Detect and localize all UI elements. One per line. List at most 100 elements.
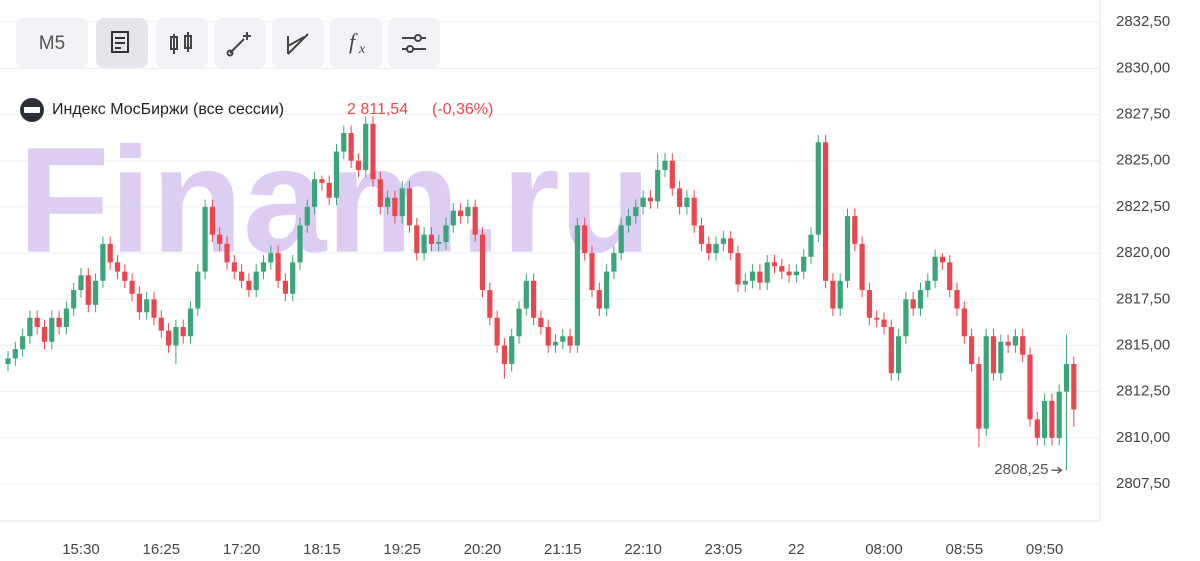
candle-body bbox=[881, 319, 887, 328]
price-change: (-0,36%) bbox=[432, 101, 493, 118]
candle-body bbox=[151, 299, 157, 318]
candle-body bbox=[1063, 363, 1070, 392]
candle-body bbox=[377, 179, 383, 207]
candle-body bbox=[640, 197, 646, 207]
low-price-label: 2808,25 bbox=[994, 461, 1048, 478]
toolbar: M5 f x bbox=[16, 18, 440, 68]
candle-body bbox=[939, 256, 945, 263]
x-tick-label: 20:20 bbox=[464, 541, 502, 558]
candle-body bbox=[947, 262, 953, 291]
candle-body bbox=[531, 280, 537, 318]
candle-body bbox=[983, 336, 989, 429]
indicators-button[interactable] bbox=[330, 18, 382, 68]
candle-body bbox=[275, 253, 281, 281]
x-tick-label: 19:25 bbox=[383, 541, 421, 558]
candle-body bbox=[479, 234, 486, 291]
candle-body bbox=[917, 290, 924, 309]
y-tick-label: 2815,00 bbox=[1116, 336, 1170, 353]
x-tick-label: 17:20 bbox=[223, 541, 261, 558]
instrument-name: Индекс МосБиржи (все сессии) bbox=[52, 101, 284, 118]
candle-body bbox=[1042, 400, 1048, 438]
candle-body bbox=[100, 243, 106, 281]
candle-body bbox=[618, 225, 624, 254]
candle-body bbox=[969, 336, 975, 364]
candle-body bbox=[319, 179, 325, 183]
y-tick-label: 2820,00 bbox=[1116, 244, 1170, 261]
candle-body bbox=[896, 336, 902, 374]
candle-body bbox=[49, 317, 55, 342]
candle-body bbox=[224, 243, 230, 263]
candle-body bbox=[684, 197, 690, 207]
candle-body bbox=[677, 188, 683, 207]
candle-body bbox=[757, 271, 763, 283]
y-tick-label: 2810,00 bbox=[1116, 429, 1170, 446]
candle-body bbox=[180, 327, 186, 337]
candle-body bbox=[1049, 400, 1055, 438]
candle-body bbox=[217, 234, 223, 244]
candle-body bbox=[333, 151, 340, 198]
candle-body bbox=[370, 123, 376, 180]
candle-body bbox=[443, 225, 449, 243]
y-tick-label: 2832,50 bbox=[1116, 13, 1170, 30]
candle-body bbox=[5, 358, 11, 364]
candle-body bbox=[793, 271, 799, 276]
candle-body bbox=[976, 363, 982, 429]
candle-body bbox=[844, 216, 851, 281]
candle-body bbox=[1071, 363, 1077, 410]
candle-body bbox=[604, 271, 610, 309]
candle-body bbox=[385, 197, 391, 207]
candle-body bbox=[961, 308, 967, 337]
candle-body bbox=[1005, 341, 1011, 346]
candle-body bbox=[866, 290, 872, 318]
candle-body bbox=[465, 206, 471, 217]
low-price-arrow bbox=[1051, 466, 1063, 474]
y-tick-label: 2822,50 bbox=[1116, 198, 1170, 215]
timeframe-button[interactable] bbox=[16, 18, 88, 68]
candle-body bbox=[837, 280, 843, 309]
x-tick-label: 15:30 bbox=[62, 541, 100, 558]
candle-body bbox=[516, 308, 522, 337]
candle-body bbox=[239, 271, 245, 281]
x-tick-label: 16:25 bbox=[143, 541, 181, 558]
candle-body bbox=[859, 243, 865, 291]
candle-body bbox=[41, 327, 48, 342]
candle-body bbox=[589, 253, 595, 291]
candle-body bbox=[173, 327, 179, 346]
x-tick-label: 08:00 bbox=[865, 541, 903, 558]
candle-body bbox=[341, 133, 347, 152]
candle-body bbox=[874, 317, 880, 320]
candle-body bbox=[786, 271, 792, 276]
candle-body bbox=[392, 197, 398, 217]
candle-body bbox=[348, 133, 354, 161]
y-tick-label: 2825,00 bbox=[1116, 152, 1170, 169]
candle-body bbox=[815, 142, 821, 235]
icon: f bbox=[349, 29, 358, 54]
candle-body bbox=[698, 225, 705, 244]
icon: x bbox=[358, 42, 366, 57]
candle-body bbox=[625, 216, 632, 226]
timeframe-label: M5 bbox=[39, 33, 65, 54]
x-tick-label: 23:05 bbox=[705, 541, 743, 558]
candle-body bbox=[63, 308, 69, 328]
candle-body bbox=[436, 242, 442, 244]
candle-body bbox=[209, 206, 215, 235]
candle-body bbox=[144, 299, 150, 313]
candle-body bbox=[472, 206, 478, 235]
candle-body bbox=[260, 262, 267, 272]
candle-body bbox=[195, 271, 201, 309]
candle-body bbox=[166, 330, 172, 346]
candle-body bbox=[399, 188, 405, 217]
candle-body bbox=[954, 290, 960, 309]
candles-button[interactable] bbox=[156, 18, 208, 68]
candle-body bbox=[428, 234, 434, 244]
candle-body bbox=[509, 336, 515, 364]
candle-body bbox=[742, 280, 748, 285]
settings-button[interactable] bbox=[388, 18, 440, 68]
candle-body bbox=[12, 349, 18, 359]
candle-body bbox=[231, 262, 237, 272]
candle-body bbox=[246, 280, 252, 291]
candle-body bbox=[552, 341, 559, 346]
candle-body bbox=[34, 317, 40, 328]
candle-body bbox=[1027, 354, 1033, 420]
